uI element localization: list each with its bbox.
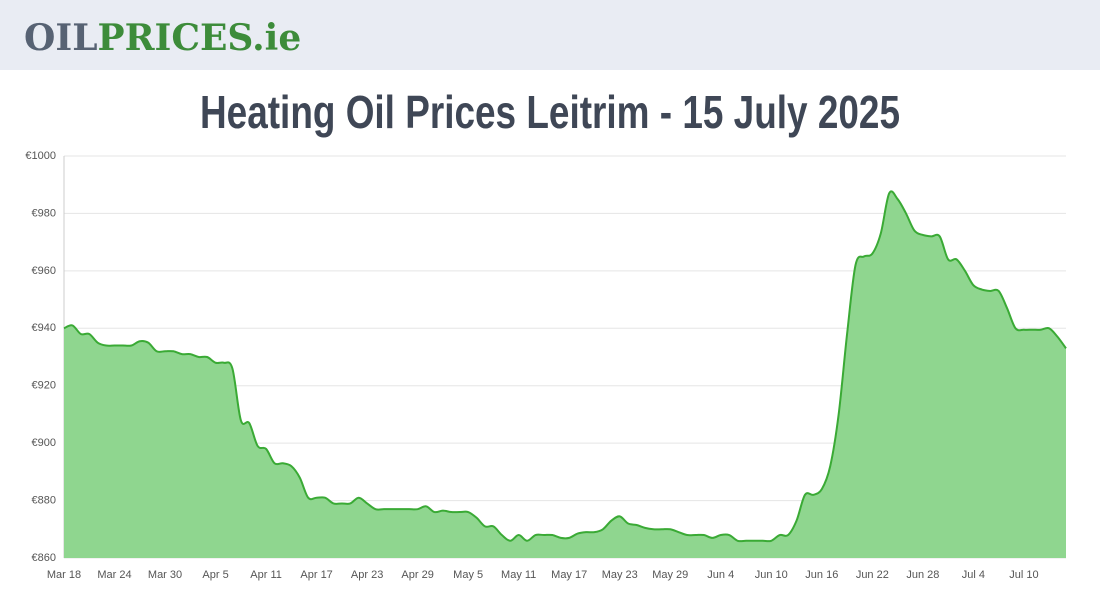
x-tick-label: May 5	[453, 569, 483, 581]
x-tick-label: Jun 10	[755, 569, 788, 581]
x-tick-label: Apr 23	[351, 569, 383, 581]
x-tick-label: Jul 4	[962, 569, 985, 581]
x-tick-label: Jun 16	[805, 569, 838, 581]
logo-left: OIL	[24, 17, 98, 59]
logo[interactable]: OILPRICES.ie	[24, 17, 301, 59]
y-tick-label: €860	[32, 552, 56, 564]
x-tick-label: Jul 10	[1009, 569, 1038, 581]
x-tick-label: Jun 4	[707, 569, 734, 581]
y-tick-label: €900	[32, 437, 56, 449]
chart: €860 €880 €900 €920 €940 €960 €980 €1000 Mar 18 M…	[25, 150, 1067, 581]
x-tick-label: Jun 22	[856, 569, 889, 581]
logo-right: PRICES.ie	[98, 17, 302, 59]
y-tick-label: €940	[32, 322, 56, 334]
y-tick-label: €1000	[25, 150, 56, 162]
y-tick-label: €980	[32, 207, 56, 219]
x-tick-label: May 29	[652, 569, 688, 581]
line	[63, 190, 1067, 543]
x-tick-label: May 23	[602, 569, 638, 581]
x-tick-label: Apr 29	[401, 569, 433, 581]
x-tick-label: Mar 24	[97, 569, 131, 581]
x-tick-label: May 11	[501, 569, 536, 581]
y-tick-label: €880	[32, 494, 56, 506]
x-tick-label: May 17	[551, 569, 587, 581]
y-tick-label: €920	[32, 380, 56, 392]
header-bar	[0, 0, 1100, 70]
x-tick-label: Apr 17	[300, 569, 332, 581]
chart-title: Heating Oil Prices Leitrim - 15 July 202…	[200, 86, 900, 138]
x-tick-label: Mar 30	[148, 569, 182, 581]
x-tick-label: Jun 28	[906, 569, 939, 581]
y-tick-label: €960	[32, 265, 56, 277]
x-tick-label: Mar 18	[47, 569, 81, 581]
area	[64, 191, 1066, 558]
x-tick-label: Apr 11	[250, 569, 282, 581]
x-tick-label: Apr 5	[202, 569, 228, 581]
